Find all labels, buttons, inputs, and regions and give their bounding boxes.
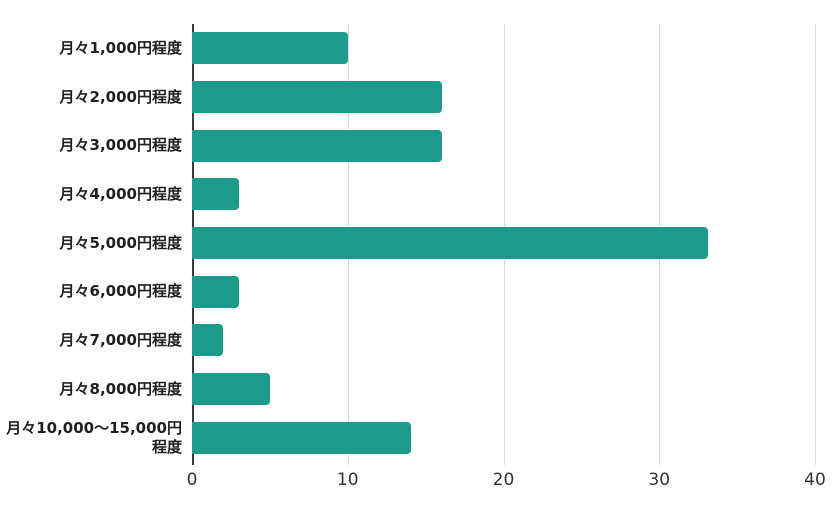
category-label: 月々7,000円程度 xyxy=(59,330,182,349)
bar-row: 月々5,000円程度 xyxy=(0,219,840,268)
bar xyxy=(192,178,239,211)
category-label: 月々1,000円程度 xyxy=(59,38,182,57)
bar-track xyxy=(190,32,815,65)
bar-track xyxy=(190,324,815,357)
x-tick-label: 30 xyxy=(648,470,671,490)
bar xyxy=(192,421,411,454)
bar-row: 月々6,000円程度 xyxy=(0,267,840,316)
bar xyxy=(192,81,442,114)
bar-row: 月々1,000円程度 xyxy=(0,24,840,73)
bar xyxy=(192,227,708,260)
bar xyxy=(192,129,442,162)
bar xyxy=(192,373,271,406)
bar xyxy=(192,324,224,357)
bar-rows: 月々1,000円程度 月々2,000円程度 月々3,000円程度 月々4,000… xyxy=(0,24,840,462)
category-label: 月々4,000円程度 xyxy=(59,184,182,203)
gridline xyxy=(815,24,816,465)
bar-track xyxy=(190,81,815,114)
bar-row: 月々7,000円程度 xyxy=(0,316,840,365)
bar-track xyxy=(190,275,815,308)
category-label: 月々5,000円程度 xyxy=(59,233,182,252)
category-label: 月々2,000円程度 xyxy=(59,87,182,106)
bar-row: 月々10,000～15,000円程度 xyxy=(0,414,840,463)
bar xyxy=(192,32,349,65)
category-label: 月々3,000円程度 xyxy=(59,136,182,155)
category-label: 月々8,000円程度 xyxy=(59,379,182,398)
bar-row: 月々2,000円程度 xyxy=(0,73,840,122)
x-tick-label: 0 xyxy=(186,470,198,490)
bar-track xyxy=(190,178,815,211)
bar-track xyxy=(190,373,815,406)
bar-track xyxy=(190,227,815,260)
bar-track xyxy=(190,421,815,454)
category-label: 月々6,000円程度 xyxy=(59,282,182,301)
bar xyxy=(192,275,239,308)
bar-track xyxy=(190,129,815,162)
x-tick-label: 40 xyxy=(804,470,826,490)
x-tick-label: 20 xyxy=(492,470,515,490)
bar-row: 月々4,000円程度 xyxy=(0,170,840,219)
category-label: 月々10,000～15,000円程度 xyxy=(6,418,182,456)
x-tick-label: 10 xyxy=(336,470,359,490)
x-axis: 0 10 20 30 40 xyxy=(187,470,826,496)
bar-row: 月々3,000円程度 xyxy=(0,121,840,170)
bar-row: 月々8,000円程度 xyxy=(0,365,840,414)
